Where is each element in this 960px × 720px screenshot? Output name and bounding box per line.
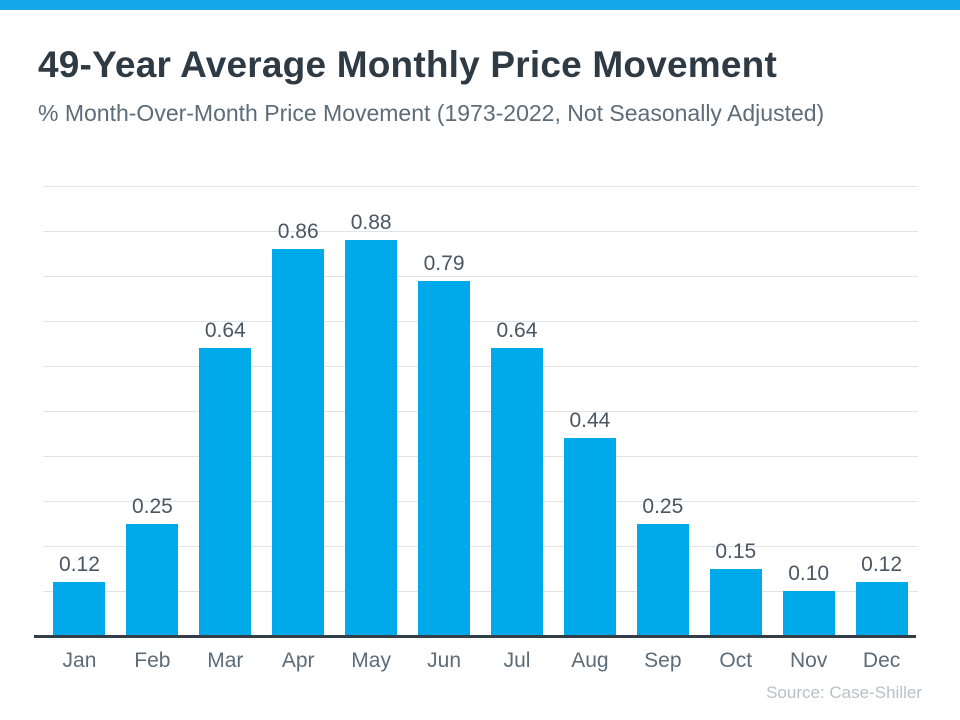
bar-value-label-apr: 0.86 — [277, 220, 319, 243]
bar-sep — [636, 523, 689, 636]
bar-value-label-nov: 0.10 — [788, 562, 830, 585]
x-tick-label-mar: Mar — [207, 649, 244, 672]
bar-group-jun: 0.79 — [408, 186, 481, 636]
gridline — [43, 231, 918, 232]
bar-value-label-dec: 0.12 — [861, 553, 903, 576]
top-accent-bar — [0, 0, 960, 10]
bar-group-apr: 0.86 — [262, 186, 335, 636]
bar-aug — [563, 438, 616, 636]
bar-group-may: 0.88 — [335, 186, 408, 636]
bar-group-nov: 0.10 — [772, 186, 845, 636]
gridline — [43, 501, 918, 502]
gridline — [43, 321, 918, 322]
bar-group-mar: 0.64 — [189, 186, 262, 636]
gridline — [43, 276, 918, 277]
x-tick-label-apr: Apr — [281, 649, 315, 672]
bar-group-jul: 0.64 — [481, 186, 554, 636]
bar-mar — [199, 348, 252, 636]
bar-feb — [126, 523, 179, 636]
bar-value-label-aug: 0.44 — [569, 409, 611, 432]
gridline — [43, 411, 918, 412]
gridline — [43, 591, 918, 592]
x-tick-label-may: May — [351, 649, 391, 672]
bar-jan — [53, 582, 106, 636]
bar-group-dec: 0.12 — [845, 186, 918, 636]
bar-chart-plot-area: 0.12 0.25 0.64 0.86 0.88 0.79 0.64 0.44 0.25 0.15… — [34, 186, 918, 638]
x-tick-label-sep: Sep — [644, 649, 682, 672]
source-credit: Source: Case-Shiller — [766, 683, 922, 702]
gridline — [43, 546, 918, 547]
bar-value-label-feb: 0.25 — [131, 494, 173, 518]
bar-value-label-may: 0.88 — [350, 211, 392, 234]
bar-value-label-jan: 0.12 — [59, 553, 100, 576]
x-tick-label-aug: Aug — [571, 649, 609, 672]
x-tick-label-feb: Feb — [134, 649, 171, 672]
x-tick-label-nov: Nov — [790, 649, 828, 672]
x-tick-label-jun: Jun — [427, 649, 461, 672]
bar-oct — [709, 568, 762, 636]
x-axis-labels: Jan Feb Mar Apr May Jun Jul Aug Sep Oct Nov Dec — [43, 650, 918, 671]
x-tick-label-dec: Dec — [862, 649, 901, 672]
gridline — [43, 456, 918, 457]
bar-group-feb: 0.25 — [116, 186, 189, 636]
bar-jul — [490, 348, 543, 636]
chart-subtitle: % Month-Over-Month Price Movement (1973-… — [38, 100, 825, 126]
x-axis-line — [34, 635, 916, 638]
bar-value-label-jul: 0.64 — [496, 319, 538, 342]
bar-apr — [272, 249, 325, 636]
x-tick-label-oct: Oct — [719, 649, 753, 672]
gridline — [43, 366, 918, 367]
bar-nov — [782, 591, 835, 636]
bar-dec — [855, 582, 908, 636]
bar-value-label-jun: 0.79 — [423, 251, 465, 275]
bar-value-label-sep: 0.25 — [642, 494, 684, 518]
bar-group-aug: 0.44 — [553, 186, 626, 636]
bar-jun — [418, 280, 471, 636]
bars-container: 0.12 0.25 0.64 0.86 0.88 0.79 0.64 0.44 0.25 0.15… — [43, 186, 918, 636]
bar-group-oct: 0.15 — [699, 186, 772, 636]
x-tick-label-jul: Jul — [503, 649, 531, 672]
bar-group-sep: 0.25 — [626, 186, 699, 636]
bar-value-label-oct: 0.15 — [715, 539, 757, 563]
chart-title: 49-Year Average Monthly Price Movement — [38, 44, 777, 85]
bar-value-label-mar: 0.64 — [204, 319, 246, 342]
bar-group-jan: 0.12 — [43, 186, 116, 636]
gridline — [43, 186, 918, 187]
x-tick-label-jan: Jan — [62, 649, 97, 672]
bar-may — [345, 240, 398, 636]
